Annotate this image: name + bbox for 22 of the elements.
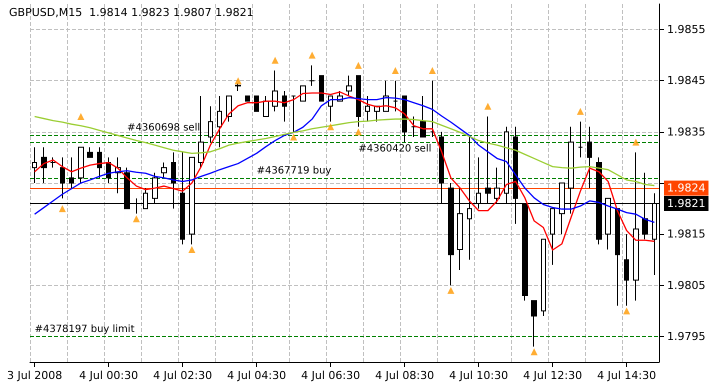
y-tick-label: 1.9835 [667,125,706,138]
y-tick-label: 1.9815 [667,228,706,241]
ref-line-label: 1.9824 [667,182,706,195]
ref-line-label: #4378197 buy limit [34,324,135,335]
chart-title: GBPUSD,M15 1.9814 1.9823 1.9807 1.9821 [9,6,254,19]
y-tick-label: 1.9805 [667,278,706,292]
y-tick-label: 1.9855 [667,23,706,36]
y-tick-label: 1.9845 [667,74,706,88]
x-tick-label: 4 Jul 00:30 [79,369,138,382]
x-tick-label: 4 Jul 02:30 [153,369,212,382]
x-tick-label: 4 Jul 04:30 [227,369,286,382]
y-tick-label: 1.9795 [667,330,706,343]
ref-line-label: 1.9821 [667,196,706,210]
x-tick-label: 4 Jul 12:30 [523,369,582,382]
x-tick-label: 4 Jul 10:30 [449,369,508,382]
x-tick-label: 3 Jul 2008 [6,369,62,382]
x-tick-label: 4 Jul 14:30 [597,369,656,382]
ref-line-label: #4367719 buy [256,165,332,176]
x-tick-label: 4 Jul 06:30 [301,369,360,382]
ref-line-label: #4360420 sell [358,144,432,155]
ref-line-label: #4360698 sell [127,122,200,134]
x-tick-label: 4 Jul 08:30 [375,369,434,382]
